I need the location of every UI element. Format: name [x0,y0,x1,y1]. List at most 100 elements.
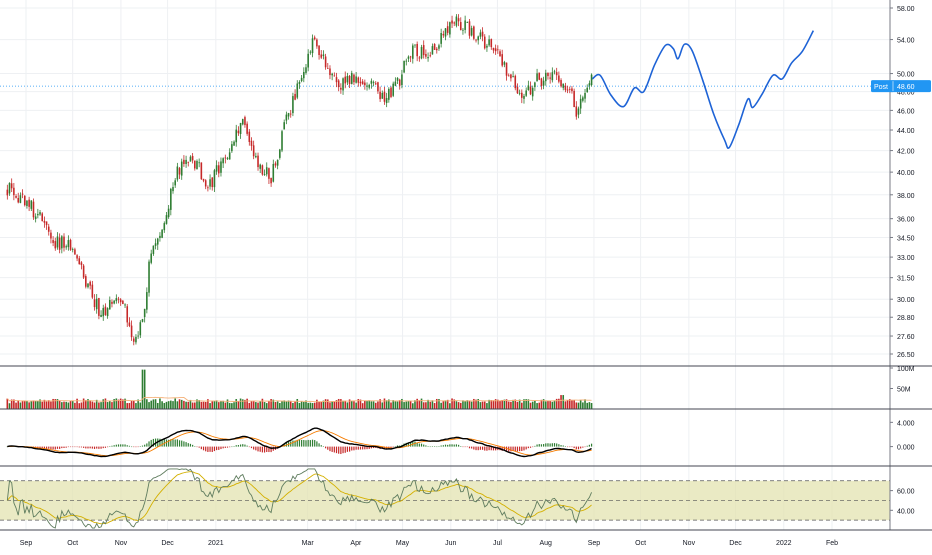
candle-body [226,158,229,159]
macd-histogram-bar [410,442,412,447]
candle-body [15,196,17,198]
candle-body [298,82,301,84]
candle-body [377,82,379,92]
volume-bar [514,399,517,409]
price-axis-tick-label: 54.00 [897,38,915,45]
volume-bar [78,403,81,409]
macd-histogram-bar [244,444,246,447]
candle-body [534,82,536,88]
macd-histogram-bar [370,446,372,449]
macd-histogram-bar [560,445,562,447]
volume-bar [464,401,466,409]
candle-body [58,237,61,250]
volume-bar [207,399,209,409]
candle-body [486,45,488,48]
macd-histogram-bar [342,446,344,454]
candle-body [455,16,458,26]
volume-bar [340,399,342,409]
macd-histogram-bar [303,440,305,447]
candle-body [19,195,22,203]
candle-body [207,187,209,189]
volume-bar [233,402,235,409]
volume-bar [516,401,519,409]
macd-histogram-bar [490,446,492,451]
candle-body [244,117,246,126]
volume-bar [416,398,418,409]
volume-bar [47,400,50,409]
macd-histogram-bar [353,446,355,451]
volume-bar [392,400,394,409]
macd-histogram-bar [178,440,181,447]
candle-body [279,149,281,158]
time-axis-tick-label: Jun [445,540,456,547]
volume-bar [518,399,521,409]
macd-histogram-bar [205,446,207,452]
macd-histogram-bar [577,446,580,450]
candle-body [248,131,251,142]
volume-bar [287,400,290,409]
volume-bar [422,402,425,409]
candle-body [309,51,312,53]
time-axis-tick-label: Dec [161,540,174,547]
price-axis-tick-label: 28.80 [897,315,915,322]
candle-body [512,76,514,77]
volume-bar [211,401,214,409]
candle-body [324,56,327,68]
candle-body [416,43,418,57]
candle-body [104,306,107,316]
candle-body [372,82,375,83]
macd-histogram-bar [329,446,331,452]
candle-body [305,67,307,73]
candle-body [65,246,67,248]
volume-bar [385,400,388,409]
macd-histogram-bar [41,446,43,449]
volume-bar [488,399,490,409]
macd-histogram-bar [39,446,41,449]
macd-histogram-bar [351,446,353,451]
candle-body [132,338,135,342]
macd-histogram-bar [196,446,198,448]
candle-body [390,87,392,97]
macd-histogram-bar [144,444,146,447]
volume-bar [274,402,277,409]
time-axis-tick-label: May [396,540,410,547]
volume-bar [510,401,512,409]
candle-body [74,249,76,255]
candle-body [459,22,462,31]
macd-histogram-bar [492,446,495,451]
macd-histogram-bar [198,446,200,448]
macd-histogram-bar [200,446,202,450]
candle-body [113,300,115,304]
candle-body [54,241,57,249]
volume-bar [159,398,161,409]
candle-body [172,186,174,192]
volume-bar [531,401,534,409]
macd-histogram-bar [115,444,117,447]
volume-bar [405,401,408,409]
volume-bar [89,400,91,409]
candle-body [316,39,318,47]
candle-body [296,83,299,98]
volume-bar [196,399,198,409]
volume-bar [442,401,445,409]
macd-histogram-bar [399,445,401,447]
candle-body [374,83,377,85]
macd-histogram-bar [229,446,231,448]
rsi-line [6,468,592,529]
volume-bar [568,399,571,409]
macd-histogram-bar [120,444,122,447]
macd-histogram-bar [320,445,322,447]
volume-bar [313,402,316,409]
candle-body [215,165,218,172]
macd-histogram-bar [111,445,113,447]
volume-bar [194,402,196,409]
macd-histogram-bar [573,446,575,449]
volume-bar [176,401,179,409]
candle-body [231,144,233,152]
macd-histogram-bar [580,446,582,449]
candle-body [584,92,586,99]
macd-histogram-bar [159,438,161,447]
macd-histogram-bar [451,444,453,447]
macd-histogram-bar [510,446,512,452]
